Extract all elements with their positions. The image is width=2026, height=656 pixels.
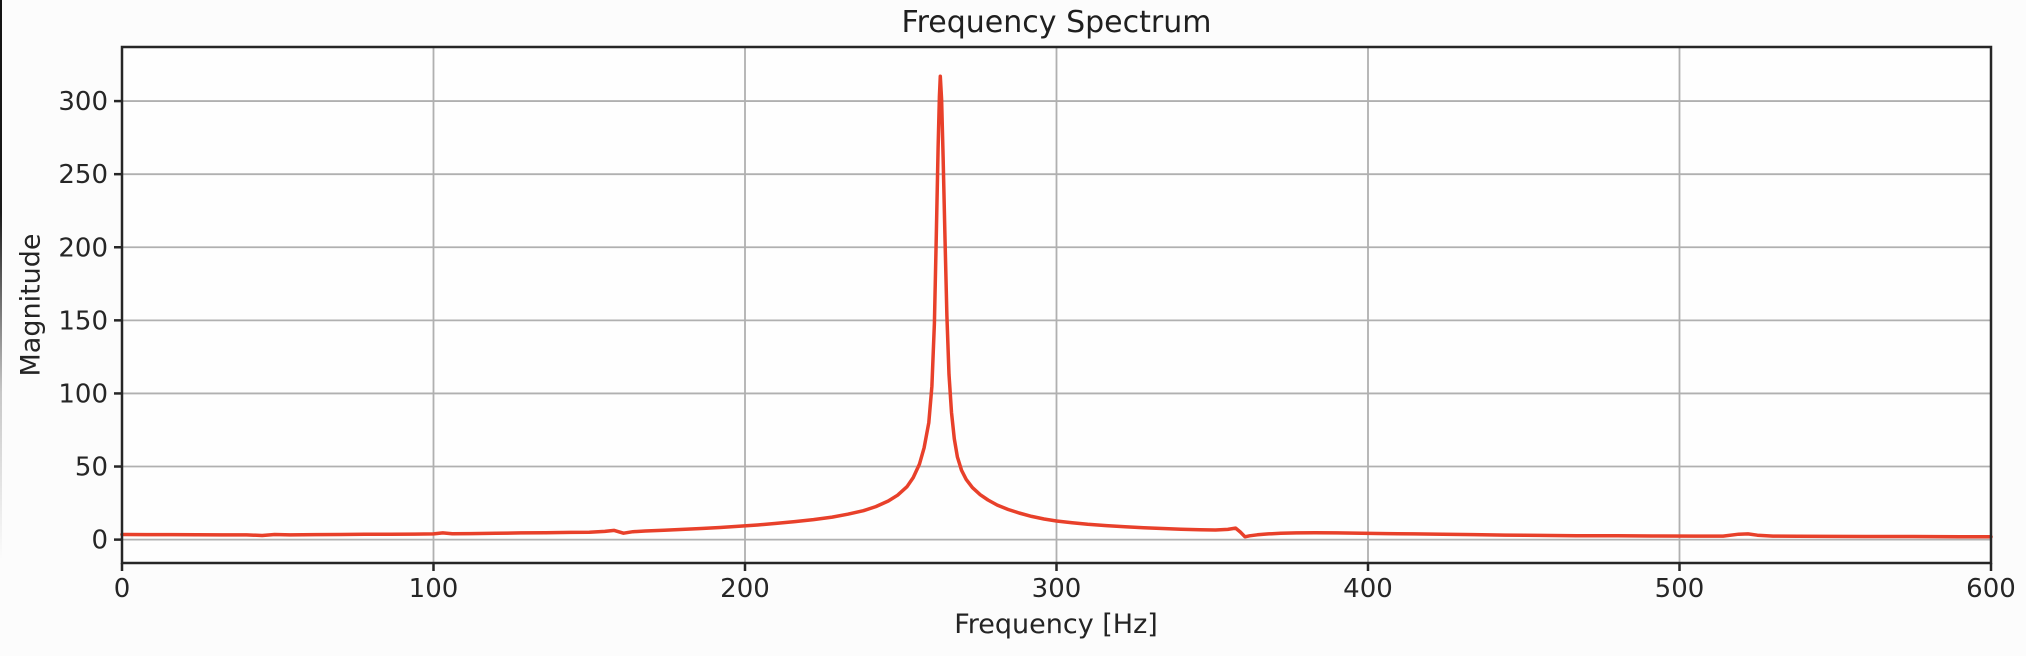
x-tick-label: 400 (1343, 574, 1393, 604)
x-axis-label: Frequency [Hz] (954, 609, 1158, 640)
y-tick-label: 250 (58, 160, 108, 190)
y-tick-label: 150 (58, 306, 108, 336)
y-tick-label: 200 (58, 233, 108, 263)
y-tick-label: 100 (58, 379, 108, 409)
x-tick-label: 500 (1655, 574, 1705, 604)
y-tick-label: 0 (91, 526, 108, 556)
x-tick-label: 200 (720, 574, 770, 604)
y-axis-label: Magnitude (15, 233, 47, 377)
x-tick-label: 300 (1032, 574, 1082, 604)
screen-edge-artifact (0, 0, 2, 560)
x-tick-label: 100 (409, 574, 459, 604)
x-tick-label: 0 (114, 574, 131, 604)
chart-title: Frequency Spectrum (901, 5, 1212, 40)
x-tick-label: 600 (1966, 574, 2016, 604)
y-tick-label: 300 (58, 87, 108, 117)
y-tick-label: 50 (75, 453, 108, 483)
magnitude-spectrum-line (120, 74, 1993, 539)
